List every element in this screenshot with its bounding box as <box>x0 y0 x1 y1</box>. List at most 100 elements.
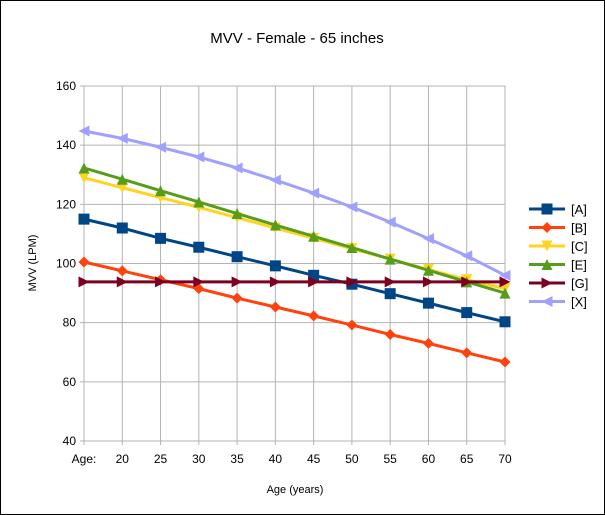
data-point <box>193 196 205 208</box>
data-point <box>231 276 243 288</box>
data-point <box>78 162 90 174</box>
x-tick-label: 65 <box>460 452 474 466</box>
data-point <box>116 222 128 234</box>
data-point <box>461 307 473 319</box>
legend-label: [C] <box>571 239 588 254</box>
data-point <box>346 201 358 213</box>
legend-entry: [A] <box>529 202 587 217</box>
series-b <box>78 256 511 368</box>
legend-label: [B] <box>571 221 587 236</box>
data-point <box>155 232 167 244</box>
legend-marker <box>541 277 553 289</box>
data-point <box>308 187 320 199</box>
data-point <box>499 287 511 299</box>
x-tick-label: Age: <box>72 452 97 466</box>
data-point <box>384 253 396 265</box>
data-point <box>384 329 396 340</box>
legend-marker <box>541 259 553 270</box>
y-tick-label: 120 <box>56 197 76 211</box>
data-point <box>269 219 281 231</box>
x-tick-label: 25 <box>154 452 168 466</box>
legend-marker <box>541 296 553 307</box>
x-tick-label: 45 <box>307 452 321 466</box>
data-point <box>308 310 320 322</box>
data-point <box>78 172 90 184</box>
legend-label: [A] <box>571 202 587 217</box>
data-point <box>384 276 396 288</box>
data-point <box>422 233 434 245</box>
data-point <box>231 208 243 220</box>
data-point <box>461 250 473 262</box>
data-point <box>269 276 281 288</box>
data-point <box>308 230 320 242</box>
data-point <box>78 256 90 268</box>
data-point <box>308 276 320 288</box>
data-point <box>116 265 128 277</box>
data-point <box>384 216 396 228</box>
data-point <box>422 337 434 349</box>
series-e <box>78 162 511 299</box>
chart-title: MVV - Female - 65 inches <box>210 30 383 47</box>
series-line <box>83 166 506 295</box>
data-point <box>231 292 243 304</box>
data-point <box>78 276 90 288</box>
x-tick-label: 55 <box>384 452 398 466</box>
legend-marker <box>541 203 553 215</box>
x-tick-label: 60 <box>422 452 436 466</box>
data-point <box>193 241 205 253</box>
series-x <box>78 125 511 281</box>
data-point <box>461 347 473 359</box>
data-point <box>346 276 358 288</box>
data-point <box>78 213 90 225</box>
data-point <box>78 125 90 137</box>
y-tick-label: 100 <box>56 257 76 271</box>
legend-marker <box>541 240 553 252</box>
data-point <box>269 260 281 272</box>
series-line <box>83 129 506 277</box>
y-tick-label: 80 <box>63 316 77 330</box>
data-point <box>193 276 205 288</box>
x-tick-label: 30 <box>192 452 206 466</box>
x-tick-label: 70 <box>498 452 512 466</box>
y-tick-label: 140 <box>56 138 76 152</box>
data-point <box>422 297 434 309</box>
data-point <box>499 356 511 368</box>
legend-label: [E] <box>571 258 587 273</box>
data-point <box>116 276 128 288</box>
legend-marker <box>541 222 553 233</box>
y-tick-label: 40 <box>63 434 77 448</box>
data-point <box>461 276 473 288</box>
series-line <box>83 217 506 324</box>
y-tick-label: 60 <box>63 375 77 389</box>
legend-entry: [C] <box>529 239 588 254</box>
data-point <box>116 173 128 185</box>
series-line <box>83 260 506 364</box>
data-point <box>155 141 167 153</box>
data-point <box>422 264 434 276</box>
legend-label: [G] <box>571 276 588 291</box>
x-tick-label: 40 <box>269 452 283 466</box>
data-point <box>231 162 243 174</box>
legend-entry: [E] <box>529 258 587 273</box>
data-point <box>116 132 128 144</box>
data-point <box>308 269 320 281</box>
x-tick-label: 50 <box>345 452 359 466</box>
data-point <box>231 251 243 263</box>
legend-label: [X] <box>571 295 587 310</box>
x-axis-label: Age (years) <box>267 484 324 496</box>
series-g <box>78 276 511 288</box>
y-axis-label: MVV (LPM) <box>27 235 39 292</box>
legend-entry: [X] <box>529 295 587 310</box>
data-point <box>346 242 358 254</box>
data-point <box>193 151 205 163</box>
x-tick-label: 20 <box>116 452 130 466</box>
data-point <box>499 276 511 288</box>
data-point <box>384 288 396 300</box>
data-point <box>346 319 358 331</box>
data-point <box>499 269 511 281</box>
y-tick-label: 160 <box>56 79 76 93</box>
x-tick-label: 35 <box>230 452 244 466</box>
data-point <box>116 182 128 194</box>
